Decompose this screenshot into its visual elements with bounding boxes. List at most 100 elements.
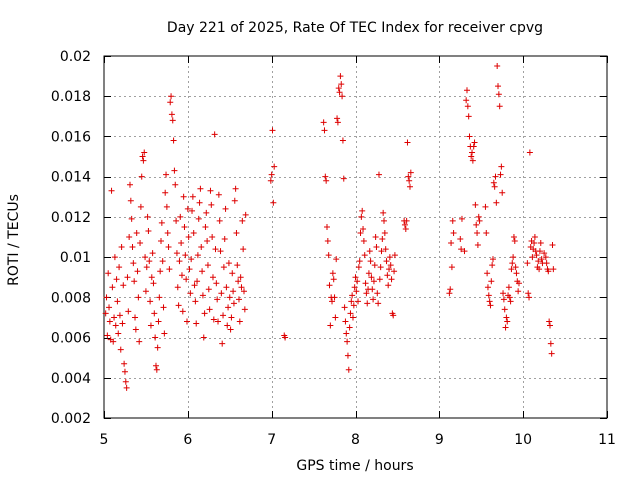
data-point <box>383 258 390 265</box>
data-point <box>336 89 343 96</box>
data-point <box>148 274 155 281</box>
data-point <box>391 268 398 275</box>
data-point <box>384 272 391 279</box>
data-point <box>361 252 368 259</box>
data-point <box>344 338 351 345</box>
data-point <box>235 278 242 285</box>
x-tick-label: 8 <box>351 432 360 448</box>
data-point <box>505 284 512 291</box>
data-point <box>470 143 477 150</box>
data-point <box>388 276 395 283</box>
data-point <box>155 318 162 325</box>
x-tick-label: 10 <box>514 432 532 448</box>
data-point <box>156 294 163 301</box>
data-point <box>220 312 227 319</box>
data-point <box>159 258 166 265</box>
data-point <box>474 242 481 249</box>
data-point <box>209 274 216 281</box>
y-tick-label: 0.004 <box>51 371 91 387</box>
data-point <box>110 338 117 345</box>
data-point <box>165 244 172 251</box>
data-point <box>323 223 330 230</box>
data-point <box>512 264 519 271</box>
data-point <box>490 179 497 186</box>
data-point <box>448 264 455 271</box>
data-point <box>500 290 507 297</box>
data-point <box>111 314 118 321</box>
data-point <box>449 217 456 224</box>
data-point <box>223 284 230 291</box>
data-point <box>536 266 543 273</box>
data-point <box>352 274 359 281</box>
data-point <box>240 246 247 253</box>
y-tick-label: 0.018 <box>51 89 91 105</box>
data-point <box>469 149 476 156</box>
data-point <box>509 260 516 267</box>
data-point <box>116 264 123 271</box>
data-point <box>486 298 493 305</box>
data-point <box>186 266 193 273</box>
data-point <box>237 274 244 281</box>
data-point <box>121 360 128 367</box>
data-point <box>164 229 171 236</box>
data-point <box>192 298 199 305</box>
data-point <box>220 264 227 271</box>
data-point <box>375 171 382 178</box>
data-point <box>550 266 557 273</box>
data-point <box>463 97 470 104</box>
data-point <box>157 268 164 275</box>
data-point <box>178 240 185 247</box>
data-point <box>547 340 554 347</box>
data-point <box>543 260 550 267</box>
data-point <box>268 171 275 178</box>
data-point <box>491 183 498 190</box>
data-point <box>365 270 372 277</box>
data-point <box>349 292 356 299</box>
data-point <box>359 207 366 214</box>
data-point <box>501 306 508 313</box>
x-tick-label: 5 <box>100 432 109 448</box>
data-point <box>548 350 555 357</box>
data-point <box>473 221 480 228</box>
data-point <box>108 187 115 194</box>
data-point <box>495 83 502 90</box>
data-point <box>231 197 238 204</box>
data-point <box>488 278 495 285</box>
data-point <box>171 167 178 174</box>
x-tick-label: 11 <box>598 432 616 448</box>
x-tick-label: 7 <box>267 432 276 448</box>
data-point <box>218 290 225 297</box>
data-point <box>407 169 414 176</box>
data-point <box>172 181 179 188</box>
data-point <box>117 346 124 353</box>
data-point <box>542 254 549 261</box>
data-point <box>142 254 149 261</box>
data-point <box>493 199 500 206</box>
data-point <box>168 93 175 100</box>
data-point <box>533 252 540 259</box>
data-point <box>233 229 240 236</box>
data-point <box>549 242 556 249</box>
data-point <box>175 302 182 309</box>
data-point <box>184 205 191 212</box>
data-point <box>163 203 170 210</box>
data-point <box>463 87 470 94</box>
data-point <box>132 326 139 333</box>
data-point <box>536 248 543 255</box>
data-point <box>127 197 134 204</box>
data-point <box>194 278 201 285</box>
data-point <box>321 127 328 134</box>
data-point <box>535 258 542 265</box>
data-point <box>474 229 481 236</box>
data-point <box>206 306 213 313</box>
data-point <box>344 352 351 359</box>
data-point <box>112 322 119 329</box>
data-point <box>472 201 479 208</box>
data-point <box>325 252 332 259</box>
data-point <box>173 250 180 257</box>
data-point <box>492 173 499 180</box>
data-point <box>209 234 216 240</box>
data-point <box>103 294 110 301</box>
data-point <box>380 209 387 216</box>
